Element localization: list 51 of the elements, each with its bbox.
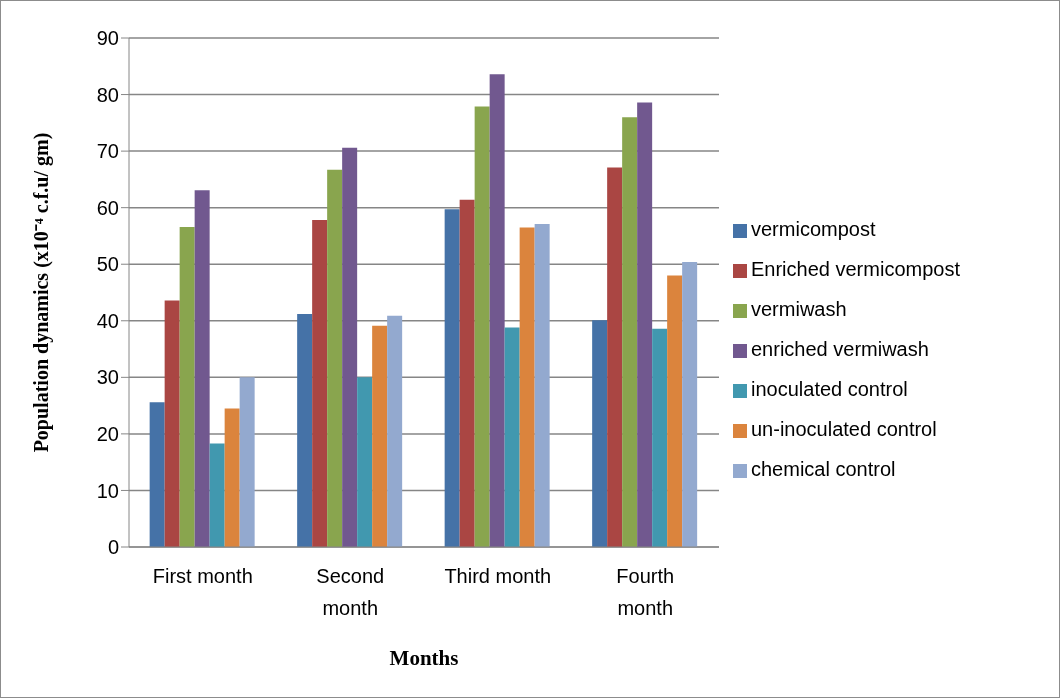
bar [474,106,490,547]
legend-label: Enriched vermicompost [751,258,960,280]
bar [504,327,520,547]
bar [622,117,638,547]
bar [179,226,195,547]
bar [209,443,225,547]
y-tick-label: 50 [96,253,119,276]
bar [327,169,343,547]
y-tick-label: 0 [107,536,119,559]
legend-label: vermiwash [751,298,847,320]
y-tick-label: 90 [96,27,119,50]
legend-label: vermicompost [751,218,876,240]
y-tick-label: 20 [96,422,119,445]
bar [194,190,210,547]
bar [637,102,653,547]
y-tick-label: 40 [96,309,119,332]
bar [607,167,623,547]
bar [519,227,535,547]
y-axis-title: Population dynamics (x10⁻⁴ c.f.u/ gm) [30,132,54,453]
bar [357,377,373,547]
bar [372,325,388,547]
legend-label: enriched vermiwash [751,338,929,360]
y-tick-label: 80 [96,83,119,106]
x-tick-label: Second month [316,565,385,619]
bar [459,199,475,547]
bar [682,261,698,547]
bar [592,320,608,547]
x-tick-label: Third month [444,565,552,587]
y-tick-label: 70 [96,140,119,163]
bar [652,328,668,547]
x-tick-label: Fourth month [616,565,675,619]
bar [534,224,550,547]
bar [239,377,255,547]
legend-label: un-inoculated control [751,418,937,440]
bar [387,315,403,547]
legend-label: chemical control [751,458,896,480]
bar [667,275,683,547]
bar [297,313,313,547]
bar [489,74,505,547]
y-tick-label: 10 [96,479,119,502]
bar [224,408,240,547]
bar [342,147,358,547]
bar [312,220,328,547]
x-axis-title: Months [389,646,459,670]
legend-label: inoculated control [751,378,908,400]
bar [149,402,165,547]
x-tick-label: First month [152,565,253,587]
bar [444,209,460,547]
bar [164,300,180,547]
y-tick-label: 60 [96,196,119,219]
y-tick-label: 30 [96,366,119,389]
